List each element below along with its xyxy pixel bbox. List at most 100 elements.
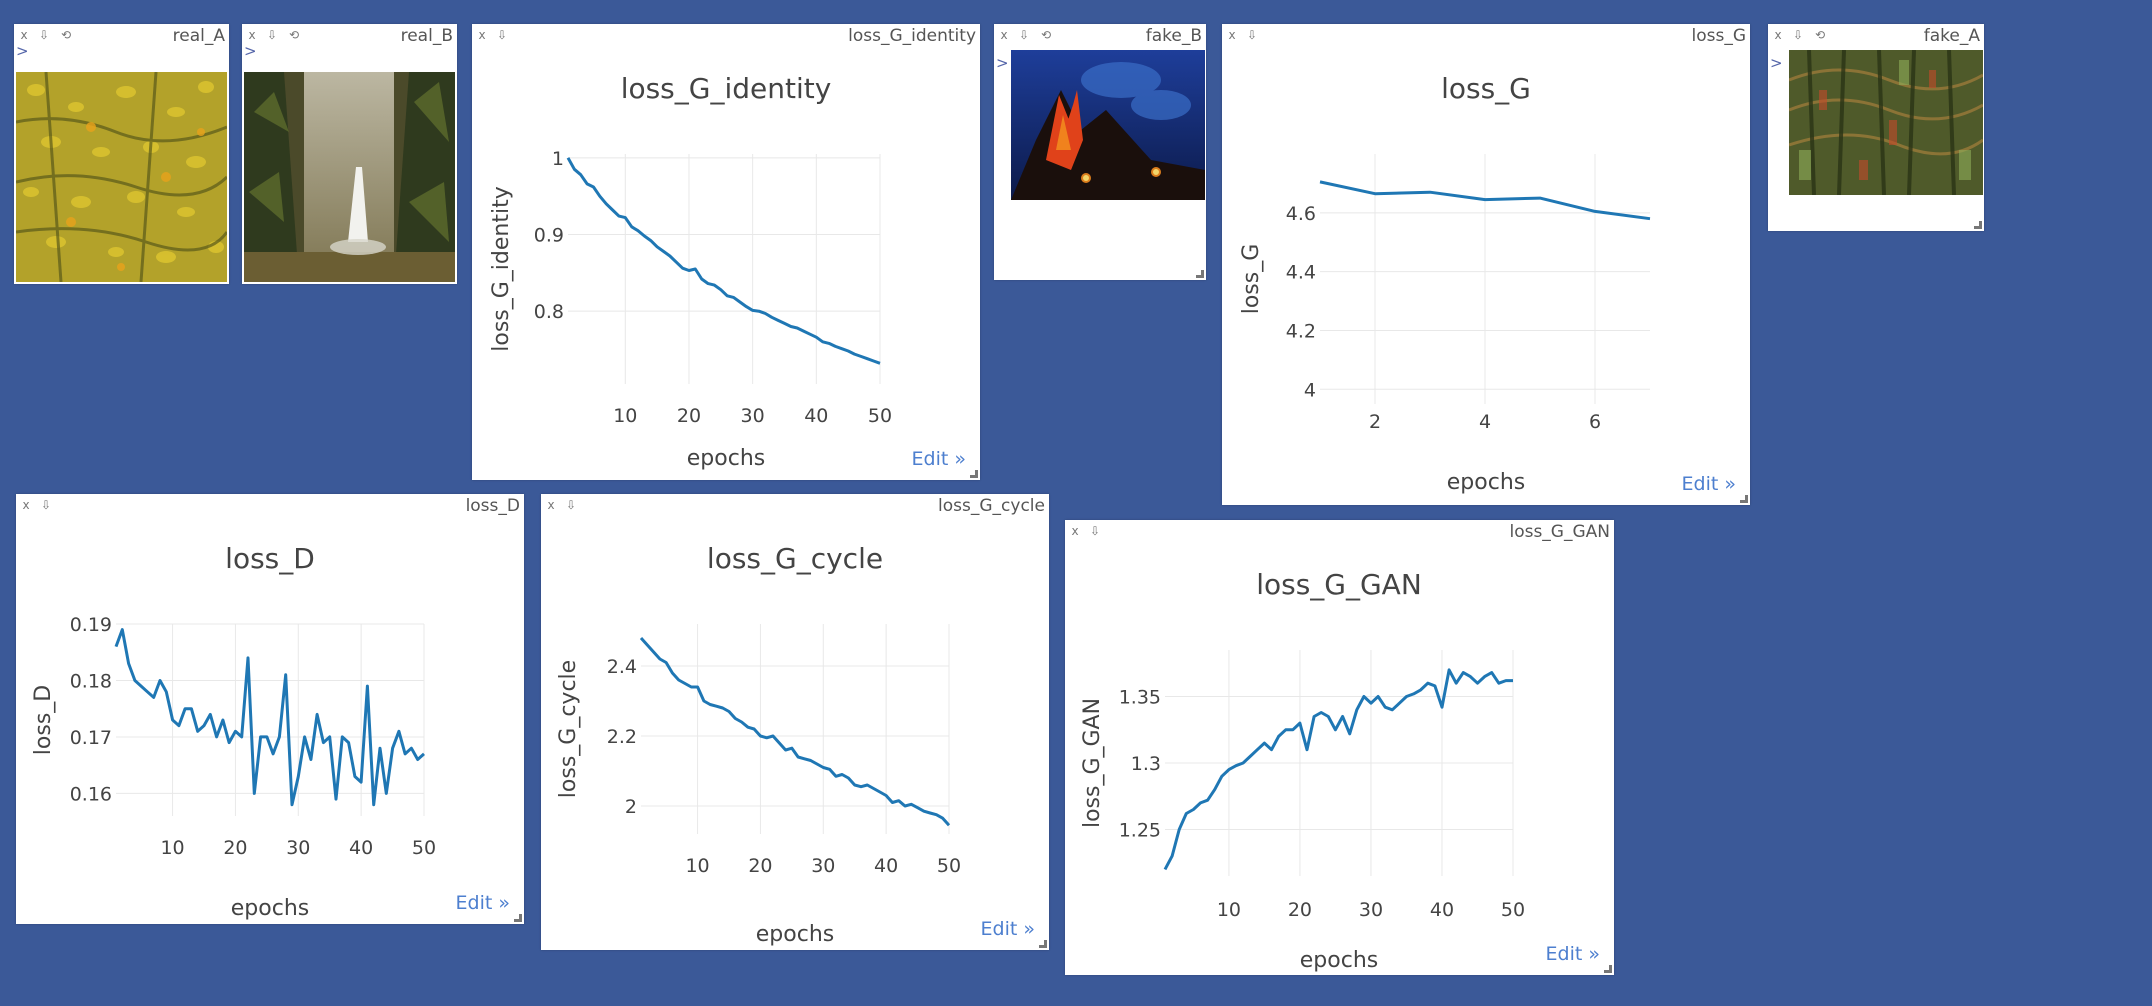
close-icon[interactable]: x bbox=[1228, 28, 1236, 42]
x-tick-label: 20 bbox=[223, 837, 247, 859]
pane-title: loss_G_GAN bbox=[1509, 522, 1610, 542]
x-tick-label: 50 bbox=[937, 855, 961, 877]
expand-arrow-icon[interactable]: > bbox=[1770, 54, 1783, 72]
download-icon[interactable]: ⇩ bbox=[496, 28, 508, 42]
y-tick-label: 0.18 bbox=[70, 670, 112, 692]
x-tick-label: 10 bbox=[613, 405, 637, 427]
pane-loss-g-gan[interactable]: x ⇩ loss_G_GAN 10 20 30 40 50 1.25 1.3 1.35 loss… bbox=[1065, 520, 1614, 975]
x-axis-label: epochs bbox=[687, 446, 765, 471]
resize-handle-icon[interactable] bbox=[1196, 270, 1204, 278]
y-tick-label: 0.16 bbox=[70, 783, 112, 805]
pane-title: fake_B bbox=[1145, 26, 1202, 46]
y-axis-label: loss_G_GAN bbox=[1080, 698, 1105, 828]
close-icon[interactable]: x bbox=[1000, 28, 1008, 42]
edit-plot-link[interactable]: Edit » bbox=[1545, 943, 1600, 965]
edit-plot-link[interactable]: Edit » bbox=[980, 918, 1035, 940]
download-icon[interactable]: ⇩ bbox=[565, 498, 577, 512]
y-tick-label: 2.2 bbox=[607, 726, 637, 748]
x-tick-label: 40 bbox=[1430, 899, 1454, 921]
reset-icon[interactable]: ⟲ bbox=[1814, 28, 1826, 42]
download-icon[interactable]: ⇩ bbox=[1018, 28, 1030, 42]
pane-real-b[interactable]: x ⇩ ⟲ real_B > bbox=[242, 24, 457, 284]
pane-fake-a[interactable]: x ⇩ ⟲ fake_A > bbox=[1768, 24, 1984, 231]
close-icon[interactable]: x bbox=[1071, 524, 1079, 538]
x-tick-label: 40 bbox=[804, 405, 828, 427]
real-b-image bbox=[244, 72, 455, 282]
close-icon[interactable]: x bbox=[248, 28, 256, 42]
resize-handle-icon[interactable] bbox=[1039, 940, 1047, 948]
close-icon[interactable]: x bbox=[478, 28, 486, 42]
chart-title: loss_D bbox=[225, 542, 315, 575]
edit-plot-link[interactable]: Edit » bbox=[455, 892, 510, 914]
x-axis-label: epochs bbox=[231, 896, 309, 921]
pane-toolbar: x ⇩ loss_D bbox=[16, 494, 524, 516]
pane-title: loss_G bbox=[1691, 26, 1746, 46]
pane-loss-g-identity[interactable]: x ⇩ loss_G_identity 10 20 30 40 50 0.8 0.9 1 los… bbox=[472, 24, 980, 480]
download-icon[interactable]: ⇩ bbox=[1089, 524, 1101, 538]
x-tick-label: 50 bbox=[1501, 899, 1525, 921]
chart-title: loss_G_GAN bbox=[1256, 568, 1422, 601]
resize-handle-icon[interactable] bbox=[1974, 221, 1982, 229]
x-axis-label: epochs bbox=[1300, 948, 1378, 973]
download-icon[interactable]: ⇩ bbox=[1792, 28, 1804, 42]
resize-handle-icon[interactable] bbox=[514, 914, 522, 922]
download-icon[interactable]: ⇩ bbox=[1246, 28, 1258, 42]
y-tick-label: 4 bbox=[1304, 379, 1316, 401]
pane-toolbar: x ⇩ ⟲ fake_A bbox=[1768, 24, 1984, 46]
resize-handle-icon[interactable] bbox=[1604, 965, 1612, 973]
resize-handle-icon[interactable] bbox=[970, 470, 978, 478]
pane-loss-g-cycle[interactable]: x ⇩ loss_G_cycle 10 20 30 40 50 2 2.2 2.4 loss_G… bbox=[541, 494, 1049, 950]
y-tick-label: 1.25 bbox=[1119, 819, 1161, 841]
reset-icon[interactable]: ⟲ bbox=[60, 28, 72, 42]
chart-title: loss_G bbox=[1441, 72, 1531, 105]
reset-icon[interactable]: ⟲ bbox=[288, 28, 300, 42]
x-tick-label: 10 bbox=[1217, 899, 1241, 921]
edit-plot-link[interactable]: Edit » bbox=[911, 448, 966, 470]
download-icon[interactable]: ⇩ bbox=[266, 28, 278, 42]
pane-loss-d[interactable]: x ⇩ loss_D 10 20 30 40 50 0.16 0.17 0.18 0.19 los… bbox=[16, 494, 524, 924]
pane-toolbar: x ⇩ ⟲ fake_B bbox=[994, 24, 1206, 46]
y-tick-label: 4.2 bbox=[1286, 320, 1316, 342]
expand-arrow-icon[interactable]: > bbox=[16, 42, 29, 60]
y-axis-label: loss_G bbox=[1239, 244, 1264, 315]
expand-arrow-icon[interactable]: > bbox=[244, 42, 257, 60]
y-tick-label: 4.4 bbox=[1286, 262, 1316, 284]
resize-handle-icon[interactable] bbox=[1740, 495, 1748, 503]
close-icon[interactable]: x bbox=[1774, 28, 1782, 42]
edit-plot-link[interactable]: Edit » bbox=[1681, 473, 1736, 495]
series-line bbox=[639, 636, 951, 827]
fake-b-image bbox=[1011, 50, 1205, 200]
x-tick-label: 40 bbox=[349, 837, 373, 859]
reset-icon[interactable]: ⟲ bbox=[1040, 28, 1052, 42]
expand-arrow-icon[interactable]: > bbox=[996, 54, 1009, 72]
x-axis-label: epochs bbox=[1447, 470, 1525, 495]
x-tick-label: 20 bbox=[677, 405, 701, 427]
x-tick-label: 50 bbox=[412, 837, 436, 859]
series-line bbox=[566, 157, 881, 365]
x-tick-label: 20 bbox=[1288, 899, 1312, 921]
close-icon[interactable]: x bbox=[547, 498, 555, 512]
x-tick-label: 50 bbox=[868, 405, 892, 427]
pane-toolbar: x ⇩ ⟲ real_B bbox=[242, 24, 457, 46]
pane-real-a[interactable]: x ⇩ ⟲ real_A > bbox=[14, 24, 229, 284]
chart-title: loss_G_cycle bbox=[707, 542, 883, 575]
x-tick-label: 30 bbox=[1359, 899, 1383, 921]
download-icon[interactable]: ⇩ bbox=[40, 498, 52, 512]
y-tick-label: 0.19 bbox=[70, 614, 112, 636]
fake-b-artwork bbox=[1011, 50, 1205, 200]
y-tick-label: 0.9 bbox=[534, 225, 564, 247]
pane-title: real_A bbox=[172, 26, 225, 46]
x-tick-label: 10 bbox=[685, 855, 709, 877]
x-tick-label: 40 bbox=[874, 855, 898, 877]
y-tick-label: 1.3 bbox=[1131, 753, 1161, 775]
pane-loss-g[interactable]: x ⇩ loss_G 2 4 6 4 4.2 4.4 4.6 loss_G epochs loss… bbox=[1222, 24, 1750, 505]
pane-fake-b[interactable]: x ⇩ ⟲ fake_B > bbox=[994, 24, 1206, 280]
pane-toolbar: x ⇩ loss_G_cycle bbox=[541, 494, 1049, 516]
close-icon[interactable]: x bbox=[20, 28, 28, 42]
close-icon[interactable]: x bbox=[22, 498, 30, 512]
download-icon[interactable]: ⇩ bbox=[38, 28, 50, 42]
